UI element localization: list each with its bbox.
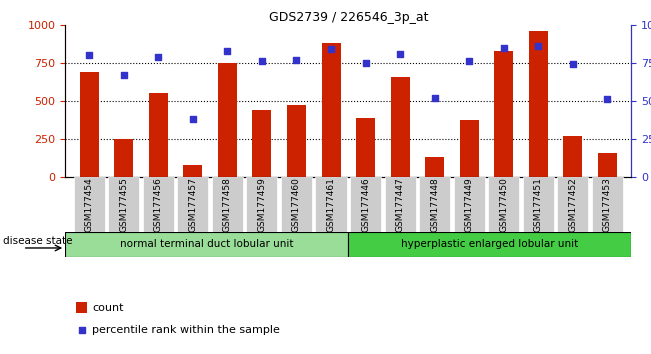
Point: [464, 58, 475, 64]
Bar: [316, 177, 346, 232]
Text: GSM177459: GSM177459: [257, 177, 266, 232]
Bar: [247, 177, 277, 232]
Text: GSM177460: GSM177460: [292, 177, 301, 232]
Bar: [425, 157, 444, 177]
Point: [118, 72, 129, 78]
Bar: [488, 177, 519, 232]
Bar: [460, 120, 478, 177]
Text: disease state: disease state: [3, 235, 73, 246]
Point: [361, 60, 371, 66]
Point: [84, 52, 94, 58]
Text: percentile rank within the sample: percentile rank within the sample: [92, 325, 280, 335]
Point: [76, 327, 87, 332]
Point: [602, 97, 613, 102]
Bar: [76, 302, 87, 313]
Point: [430, 95, 440, 101]
Bar: [557, 177, 589, 232]
Bar: [598, 153, 616, 177]
Point: [222, 48, 232, 53]
Bar: [350, 177, 381, 232]
Point: [533, 43, 544, 49]
Text: GSM177448: GSM177448: [430, 177, 439, 232]
Bar: [108, 177, 139, 232]
Text: GSM177447: GSM177447: [396, 177, 404, 232]
Text: GSM177449: GSM177449: [465, 177, 474, 232]
Bar: [212, 177, 243, 232]
Text: GSM177461: GSM177461: [327, 177, 335, 232]
Point: [568, 62, 578, 67]
Bar: [253, 110, 271, 177]
Text: GSM177452: GSM177452: [568, 177, 577, 232]
Bar: [529, 31, 547, 177]
Bar: [287, 105, 306, 177]
Text: GSM177456: GSM177456: [154, 177, 163, 232]
Bar: [281, 177, 312, 232]
Bar: [143, 177, 174, 232]
Point: [326, 46, 336, 52]
Text: GSM177458: GSM177458: [223, 177, 232, 232]
Text: count: count: [92, 303, 124, 313]
Bar: [419, 177, 450, 232]
Bar: [218, 63, 237, 177]
Text: GSM177450: GSM177450: [499, 177, 508, 232]
Bar: [184, 165, 202, 177]
Text: GSM177453: GSM177453: [603, 177, 612, 232]
Point: [291, 57, 301, 63]
Bar: [322, 43, 340, 177]
Bar: [494, 51, 513, 177]
Point: [256, 58, 267, 64]
Bar: [177, 177, 208, 232]
Bar: [523, 177, 554, 232]
Text: GSM177446: GSM177446: [361, 177, 370, 232]
Point: [499, 45, 509, 51]
Text: normal terminal duct lobular unit: normal terminal duct lobular unit: [120, 239, 294, 249]
Bar: [592, 177, 623, 232]
Bar: [348, 232, 631, 257]
Text: GSM177455: GSM177455: [119, 177, 128, 232]
Bar: [385, 177, 415, 232]
Text: GSM177457: GSM177457: [188, 177, 197, 232]
Title: GDS2739 / 226546_3p_at: GDS2739 / 226546_3p_at: [268, 11, 428, 24]
Bar: [65, 232, 348, 257]
Text: GSM177454: GSM177454: [85, 177, 94, 232]
Text: hyperplastic enlarged lobular unit: hyperplastic enlarged lobular unit: [401, 239, 579, 249]
Bar: [563, 136, 582, 177]
Bar: [391, 76, 409, 177]
Bar: [356, 118, 375, 177]
Bar: [115, 139, 133, 177]
Point: [395, 51, 406, 57]
Text: GSM177451: GSM177451: [534, 177, 543, 232]
Point: [153, 54, 163, 59]
Point: [187, 116, 198, 122]
Bar: [454, 177, 485, 232]
Bar: [74, 177, 105, 232]
Bar: [80, 72, 99, 177]
Bar: [149, 92, 168, 177]
